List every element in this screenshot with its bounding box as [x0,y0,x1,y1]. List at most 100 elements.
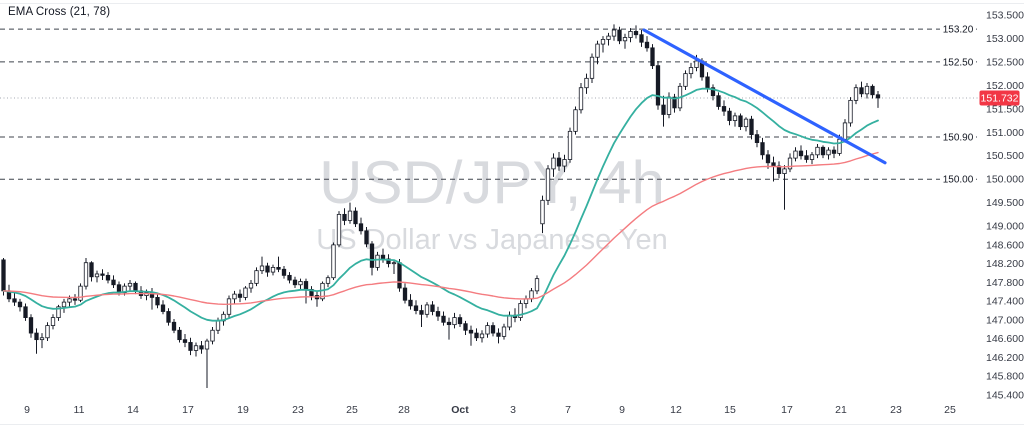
indicator-legend[interactable]: EMA Cross (21, 78) [8,6,111,18]
candle [386,258,391,265]
candle [787,157,793,170]
candle [485,325,490,335]
candle [672,96,677,109]
candle [369,243,375,268]
candle [270,266,276,273]
horizontal-level-lines[interactable]: 153.20 152.50 150.90 150.00 [0,22,978,186]
price-axis-label: 146.600 [986,333,1024,345]
price-axis-label: 148.600 [986,239,1024,251]
trendline-group[interactable] [642,28,887,165]
candle [606,35,611,40]
candle [875,94,881,99]
candle [45,325,50,339]
candle [501,326,507,337]
time-axis-label: 23 [292,404,304,416]
candle [507,314,512,328]
candle [56,306,61,318]
candle [710,87,716,97]
candle [380,254,386,260]
candle [419,310,424,315]
time-axis-label: 17 [781,404,793,416]
candle [391,262,397,265]
candle [842,122,848,140]
candle [452,317,457,326]
candle [177,329,182,341]
price-axis[interactable]: 153.500 153.000 152.500 152.000 151.500 151.0… [986,10,1024,402]
candle [556,157,562,167]
candle [237,293,243,298]
candle [298,281,303,286]
candle [831,149,837,154]
candle [496,332,501,337]
candle [402,287,408,301]
candle [749,118,754,136]
candle [303,281,309,290]
candle [738,115,743,128]
candle [111,279,116,286]
candle [61,301,67,308]
watermark-description: US Dollar vs Japanese Yen [316,224,667,256]
candle [232,293,237,300]
price-axis-label: 148.200 [986,258,1024,270]
trendline[interactable] [642,28,887,165]
candle [859,87,864,95]
candle [265,265,270,273]
candle [188,342,193,351]
candle [529,290,534,300]
candle [441,315,446,323]
candle [243,287,248,298]
candle [732,115,738,121]
candle [292,279,298,286]
time-axis-label: 23 [890,404,902,416]
candle [28,317,34,334]
candle [782,168,787,174]
candle [848,99,853,124]
candle [430,304,435,312]
candle [39,337,45,341]
price-axis-label: 145.400 [986,390,1024,402]
candle [479,333,485,339]
price-axis-label: 153.000 [986,33,1024,45]
candle [760,142,765,156]
candle [23,306,28,318]
candle [446,321,452,326]
level-label: 153.20 [943,25,974,36]
time-axis-label: 12 [670,404,682,416]
price-axis-label: 149.500 [986,197,1024,209]
candle [375,254,380,268]
candle [540,199,545,225]
candle [210,329,215,342]
candle [342,213,347,221]
candle [287,274,292,281]
candle [589,56,595,79]
candle [155,297,160,306]
candle [721,106,727,112]
candle [798,150,804,157]
candle [281,268,287,276]
candle [166,311,171,323]
time-axis-label: 17 [182,404,194,416]
candle [50,317,56,326]
candle [622,37,628,42]
candle [193,345,199,351]
candle [793,150,798,159]
candle [435,311,441,317]
candle [254,270,259,284]
price-axis-label: 147.400 [986,296,1024,308]
time-axis-label: 19 [237,404,249,416]
candle [688,67,694,75]
candle [633,31,639,36]
level-label-bg [940,130,976,144]
time-axis[interactable]: 9 11 14 17 19 23 25 28 Oct 3 7 9 12 15 17 21 23 25 [24,404,956,416]
candle [754,134,760,144]
price-tag-value: 151.732 [981,93,1019,105]
level-label: 152.50 [943,57,974,68]
price-tag: 151.732 [979,90,1020,106]
candle [853,87,859,101]
candle [12,298,17,303]
candlestick-series [1,24,881,388]
time-axis-label: 14 [127,404,139,416]
candle [644,41,650,49]
candle [358,223,364,232]
